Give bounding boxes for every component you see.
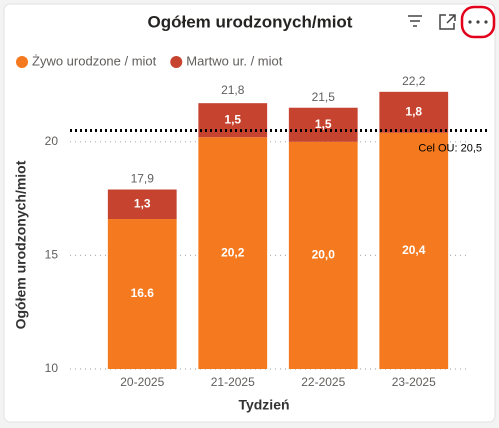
more-highlight: [460, 5, 496, 39]
focus-icon[interactable]: [439, 14, 456, 30]
bar-segment: [288, 107, 358, 142]
x-tick-label: 23-2025: [392, 375, 436, 389]
bar-value-label: 16.6: [131, 286, 155, 300]
x-tick-label: 21-2025: [211, 375, 255, 389]
total-label: 21,5: [312, 90, 336, 104]
total-label: 21,8: [221, 83, 245, 97]
total-label: 17,9: [131, 172, 155, 186]
bar-value-label: 20,4: [402, 243, 426, 257]
y-axis-label: Ogółem urodzonych/miot: [13, 160, 29, 329]
legend-label: Martwo ur. / miot: [186, 53, 282, 68]
chart-title: Ogółem urodzonych/miot: [148, 12, 353, 31]
legend-marker: [170, 56, 183, 68]
x-tick-label: 20-2025: [120, 375, 164, 389]
bar-value-label: 1,8: [405, 104, 422, 118]
bar-value-label: 1,5: [315, 117, 332, 131]
more-icon[interactable]: [468, 20, 488, 24]
bar-segment: [379, 91, 449, 133]
y-tick-label: 20: [45, 134, 59, 148]
total-label: 22,2: [402, 74, 426, 88]
plot-area: [107, 91, 449, 369]
bar-segment: [107, 219, 177, 369]
y-tick-label: 10: [45, 361, 59, 375]
bar-segment: [288, 141, 358, 369]
bar-value-label: 20,0: [312, 248, 336, 262]
x-tick-label: 22-2025: [301, 375, 345, 389]
target-label: Cel OU: 20,5: [418, 142, 482, 154]
filter-icon[interactable]: [408, 15, 422, 27]
bar-value-label: 1,3: [134, 196, 151, 210]
x-axis-label: Tydzień: [238, 397, 289, 413]
legend-label: Żywo urodzone / miot: [32, 53, 157, 68]
legend-marker: [16, 56, 28, 68]
bar-value-label: 1,5: [224, 112, 241, 126]
bar-segment: [198, 137, 268, 369]
bar-segment: [379, 132, 449, 369]
bar-segment: [107, 189, 177, 220]
y-tick-label: 15: [45, 248, 59, 262]
bar-value-label: 20,2: [221, 245, 245, 259]
